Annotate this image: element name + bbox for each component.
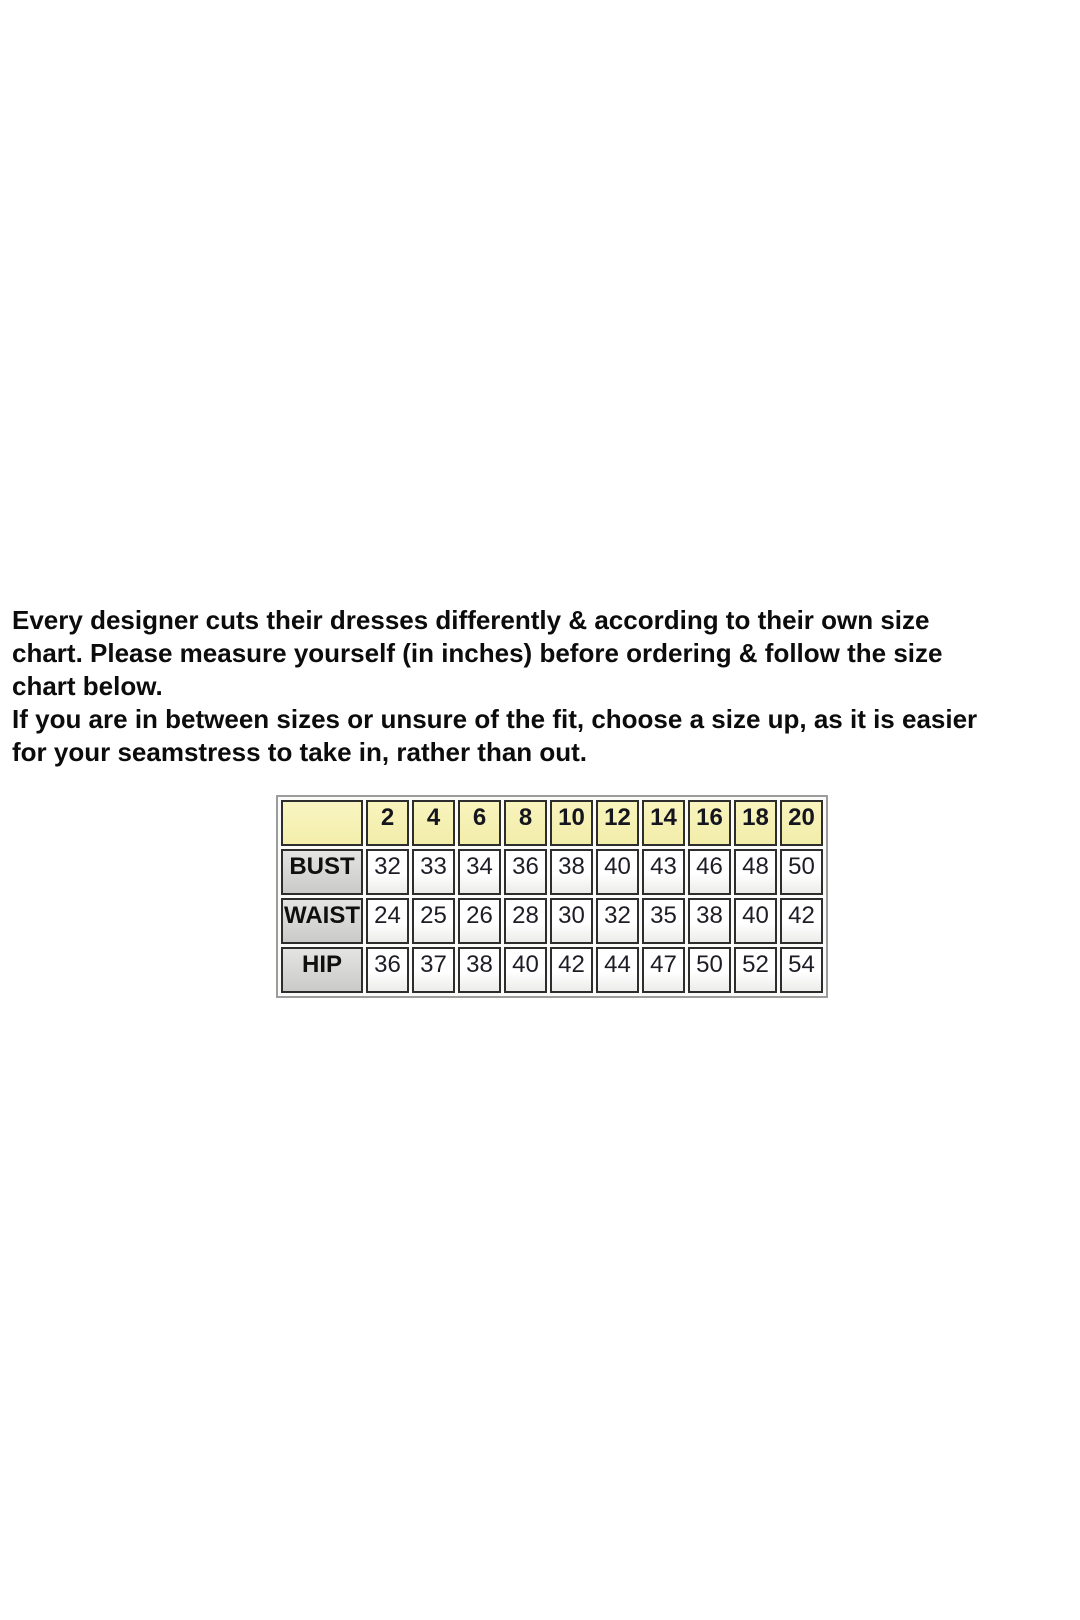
intro-line: Every designer cuts their dresses differ… — [12, 605, 930, 635]
measurement-value: 34 — [458, 849, 501, 895]
size-header-cell: 4 — [412, 800, 455, 846]
measurement-value: 25 — [412, 898, 455, 944]
measurement-value: 33 — [412, 849, 455, 895]
measurement-value: 47 — [642, 947, 685, 993]
measurement-value: 40 — [504, 947, 547, 993]
measurement-value: 37 — [412, 947, 455, 993]
size-chart-table: 2 4 6 8 10 12 14 16 18 20 BUST 32 33 34 36 38 40 43 46 48 5… — [276, 795, 828, 998]
size-header-cell: 18 — [734, 800, 777, 846]
measurement-value: 48 — [734, 849, 777, 895]
measurement-value: 40 — [596, 849, 639, 895]
size-header-cell: 6 — [458, 800, 501, 846]
measurement-label: HIP — [281, 947, 363, 993]
intro-text: Every designer cuts their dresses differ… — [12, 604, 1072, 769]
size-header-cell: 10 — [550, 800, 593, 846]
measurement-value: 54 — [780, 947, 823, 993]
measurement-label: BUST — [281, 849, 363, 895]
measurement-value: 52 — [734, 947, 777, 993]
intro-line: chart below. — [12, 671, 163, 701]
size-header-cell: 2 — [366, 800, 409, 846]
measurement-value: 28 — [504, 898, 547, 944]
intro-line: for your seamstress to take in, rather t… — [12, 737, 588, 767]
measurement-value: 50 — [780, 849, 823, 895]
table-row: BUST 32 33 34 36 38 40 43 46 48 50 — [281, 849, 823, 895]
measurement-value: 50 — [688, 947, 731, 993]
measurement-value: 43 — [642, 849, 685, 895]
table-row: WAIST 24 25 26 28 30 32 35 38 40 42 — [281, 898, 823, 944]
measurement-value: 40 — [734, 898, 777, 944]
size-header-cell: 14 — [642, 800, 685, 846]
measurement-value: 46 — [688, 849, 731, 895]
corner-cell — [281, 800, 363, 846]
measurement-value: 42 — [550, 947, 593, 993]
table-row: HIP 36 37 38 40 42 44 47 50 52 54 — [281, 947, 823, 993]
measurement-value: 35 — [642, 898, 685, 944]
measurement-value: 38 — [550, 849, 593, 895]
measurement-label: WAIST — [281, 898, 363, 944]
size-header-cell: 8 — [504, 800, 547, 846]
measurement-value: 38 — [458, 947, 501, 993]
measurement-value: 26 — [458, 898, 501, 944]
intro-line: chart. Please measure yourself (in inche… — [12, 638, 943, 668]
size-header-cell: 20 — [780, 800, 823, 846]
size-header-row: 2 4 6 8 10 12 14 16 18 20 — [281, 800, 823, 846]
measurement-value: 42 — [780, 898, 823, 944]
measurement-value: 36 — [504, 849, 547, 895]
measurement-value: 36 — [366, 947, 409, 993]
measurement-value: 32 — [596, 898, 639, 944]
measurement-value: 32 — [366, 849, 409, 895]
measurement-value: 38 — [688, 898, 731, 944]
intro-line: If you are in between sizes or unsure of… — [12, 704, 978, 734]
measurement-value: 44 — [596, 947, 639, 993]
size-header-cell: 12 — [596, 800, 639, 846]
measurement-value: 24 — [366, 898, 409, 944]
size-header-cell: 16 — [688, 800, 731, 846]
measurement-value: 30 — [550, 898, 593, 944]
